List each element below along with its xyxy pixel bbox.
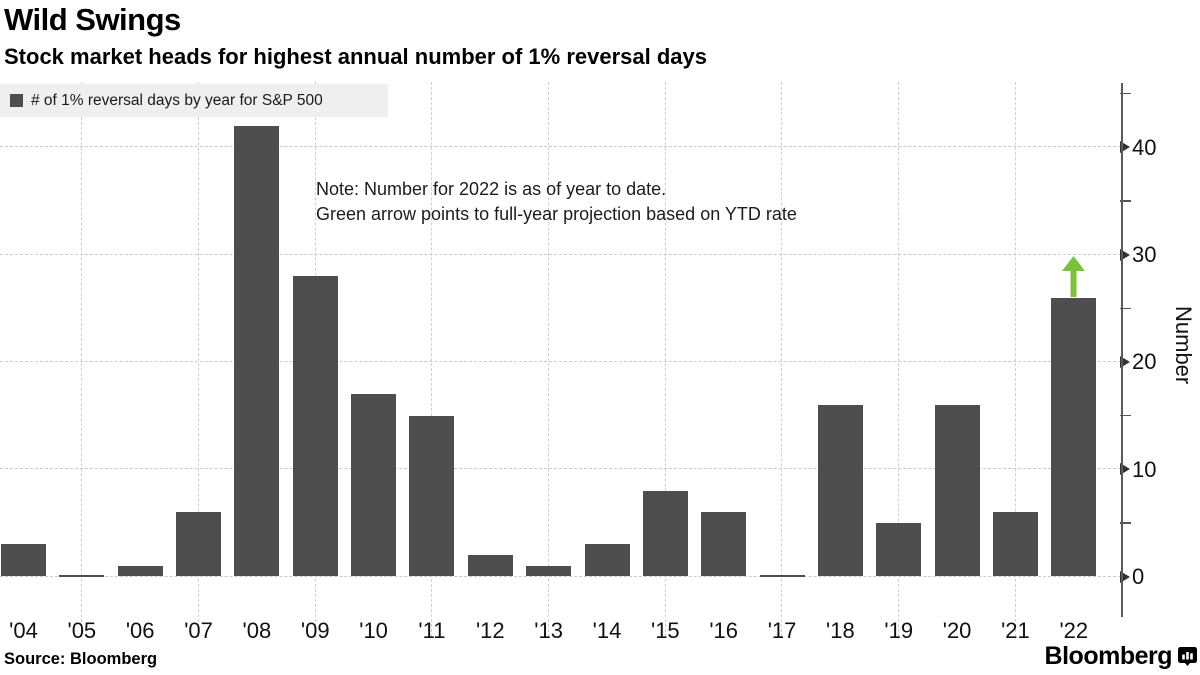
gridline-horizontal [0, 360, 1121, 362]
gridline-vertical [197, 82, 199, 637]
y-tick-label: 10 [1132, 456, 1157, 482]
y-axis-title: Number [1171, 306, 1196, 385]
bar [934, 404, 980, 577]
bar [584, 544, 630, 577]
x-tick-label: '10 [359, 618, 388, 643]
x-tick-label: '06 [125, 618, 155, 643]
y-tick-arrow [1120, 248, 1130, 261]
x-tick-label: '14 [592, 618, 622, 643]
y-tick-label: 20 [1132, 349, 1157, 375]
bar [409, 415, 455, 577]
y-minor-tick [1120, 307, 1131, 309]
bar [1, 544, 46, 577]
bar [292, 276, 338, 577]
legend-label: # of 1% reversal days by year for S&P 50… [31, 91, 323, 109]
x-tick-label: '09 [300, 618, 330, 643]
bar [467, 555, 513, 577]
y-minor-tick [1120, 522, 1131, 524]
bar [817, 404, 863, 577]
gridline-vertical [1014, 82, 1016, 637]
chart-title: Wild Swings [4, 2, 181, 37]
x-tick-label: '22 [1059, 618, 1089, 643]
x-tick-label: '11 [418, 618, 446, 643]
gridline-vertical [664, 82, 666, 637]
x-tick-label: '13 [534, 618, 563, 643]
x-tick-label: '21 [1001, 618, 1030, 643]
chart-note-line2: Green arrow points to full-year projecti… [316, 203, 797, 224]
y-minor-tick [1120, 414, 1131, 417]
gridline-vertical [81, 82, 83, 637]
bar [701, 512, 747, 577]
x-tick-label: '19 [884, 618, 914, 643]
bar [351, 394, 397, 577]
gridline-horizontal [0, 253, 1121, 255]
gridline-vertical [431, 82, 433, 637]
y-tick-arrow [1120, 570, 1130, 583]
legend-swatch-icon [10, 94, 23, 107]
gridline-vertical [898, 82, 899, 637]
x-tick-label: '12 [475, 618, 505, 643]
y-axis [1121, 83, 1123, 617]
bar [876, 522, 922, 577]
legend: # of 1% reversal days by year for S&P 50… [0, 84, 388, 117]
projection-arrow-icon [1062, 255, 1086, 297]
bar [59, 574, 105, 577]
x-tick-label: '05 [67, 618, 97, 643]
x-tick-label: '17 [767, 618, 797, 643]
x-tick-label: '16 [709, 618, 739, 643]
bloomberg-wordmark: Bloomberg [1044, 642, 1173, 670]
gridline-vertical [781, 82, 783, 637]
chart-subtitle: Stock market heads for highest annual nu… [4, 44, 708, 69]
y-tick-label: 30 [1132, 242, 1157, 268]
bar [234, 125, 280, 577]
y-tick-arrow [1120, 355, 1130, 368]
bar [642, 490, 688, 577]
bar [759, 574, 805, 577]
y-tick-label: 0 [1132, 564, 1145, 589]
bar [176, 512, 222, 577]
gridline-horizontal [0, 468, 1121, 470]
bar [992, 512, 1038, 577]
x-tick-label: '07 [184, 618, 213, 643]
x-tick-label: '20 [942, 618, 972, 643]
bar [526, 565, 572, 577]
gridline-vertical [547, 82, 549, 637]
bar [117, 565, 163, 577]
bloomberg-chart-icon [1178, 647, 1197, 666]
y-tick-arrow [1120, 463, 1130, 476]
x-tick-label: '18 [826, 618, 855, 643]
gridline-horizontal [0, 146, 1121, 148]
x-tick-label: '04 [9, 618, 38, 643]
y-minor-tick [1120, 200, 1131, 202]
x-tick-label: '15 [651, 618, 680, 643]
bloomberg-logo: Bloomberg [1045, 642, 1197, 671]
chart-note-line1: Note: Number for 2022 is as of year to d… [316, 179, 667, 199]
y-tick-label: 40 [1132, 134, 1157, 160]
y-minor-tick [1120, 92, 1131, 95]
x-tick-label: '08 [242, 618, 272, 643]
chart-note: Note: Number for 2022 is as of year to d… [316, 177, 797, 226]
source-label: Source: Bloomberg [4, 650, 158, 668]
y-tick-arrow [1120, 141, 1130, 154]
bar [1051, 297, 1097, 577]
